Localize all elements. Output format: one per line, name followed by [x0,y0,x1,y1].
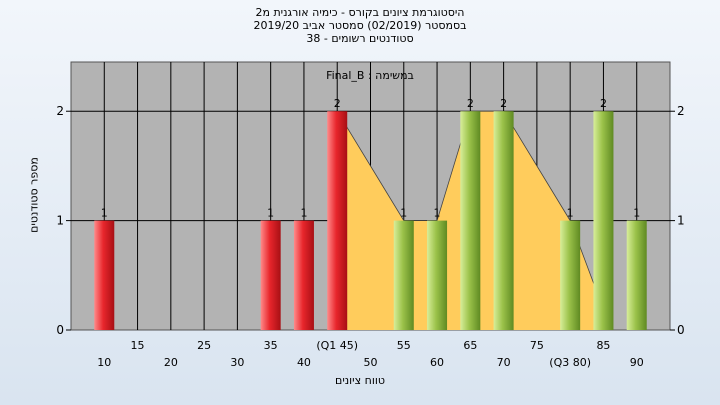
axes: 0 0 1 1 2 2 15 25 35 (Q1 45) 55 65 75 85 10 20 30 40 50 60 7… [56,104,684,369]
x-tick-label: 25 [197,339,211,352]
x-tick-label: 15 [131,339,145,352]
x-tick-label: 90 [630,356,644,369]
x-tick-label: 50 [364,356,378,369]
x-tick-label: 65 [463,339,477,352]
bar-value-label: 1 [434,207,441,220]
bar-90 [626,220,647,330]
bar-10 [94,220,115,330]
x-tick-label: 70 [497,356,511,369]
y-tick-label-left: 2 [56,104,64,118]
x-tick-label: 30 [230,356,244,369]
y-tick-label-left: 1 [56,214,64,228]
chart-title-line-2: בסמסטר (02/2019) סמסטר אביב 2019/20 [253,19,467,32]
bar-value-label: 1 [267,207,274,220]
bar-70 [493,111,514,330]
y-tick-label-left: 0 [56,323,64,337]
y-axis-label: מספר סטודנטים [27,157,41,233]
bar-35 [260,220,281,330]
bar-45 [327,111,348,330]
y-tick-label-right: 1 [677,214,685,228]
bar-value-label: 1 [633,207,640,220]
x-tick-label: 10 [97,356,111,369]
x-tick-label: 75 [530,339,544,352]
chart-title-line-3: סטודנטים רשומים - 38 [306,32,414,45]
chart-subtitle: Final_B : במשימה [326,69,414,82]
bar-55 [393,220,414,330]
x-tick-label: 55 [397,339,411,352]
bar-80 [560,220,581,330]
bar-value-label: 1 [567,207,574,220]
x-tick-label: (Q3 80) [549,356,591,369]
bar-value-label: 1 [101,207,108,220]
bar-65 [460,111,481,330]
bar-85 [593,111,614,330]
x-tick-label: 35 [264,339,278,352]
chart-title-line-1: היסטוגרמת ציונים בקורס - כימיה אורגנית מ… [255,6,465,19]
bar-value-label: 2 [467,97,474,110]
bar-value-label: 2 [600,97,607,110]
x-tick-label: 60 [430,356,444,369]
x-axis-label: טווח ציונים [335,374,385,387]
bar-value-label: 2 [500,97,507,110]
bar-value-label: 1 [300,207,307,220]
bar-value-label: 1 [400,207,407,220]
bars [94,111,647,330]
x-tick-label: 20 [164,356,178,369]
y-tick-label-right: 0 [677,323,685,337]
bar-40 [293,220,314,330]
x-tick-label: 85 [596,339,610,352]
bar-60 [427,220,448,330]
bar-value-label: 2 [334,97,341,110]
x-tick-label: 40 [297,356,311,369]
chart-titles: היסטוגרמת ציונים בקורס - כימיה אורגנית מ… [0,6,720,45]
y-tick-label-right: 2 [677,104,685,118]
value-labels: 1 1 1 2 1 1 2 2 1 2 1 [101,97,640,219]
x-tick-label: (Q1 45) [316,339,358,352]
